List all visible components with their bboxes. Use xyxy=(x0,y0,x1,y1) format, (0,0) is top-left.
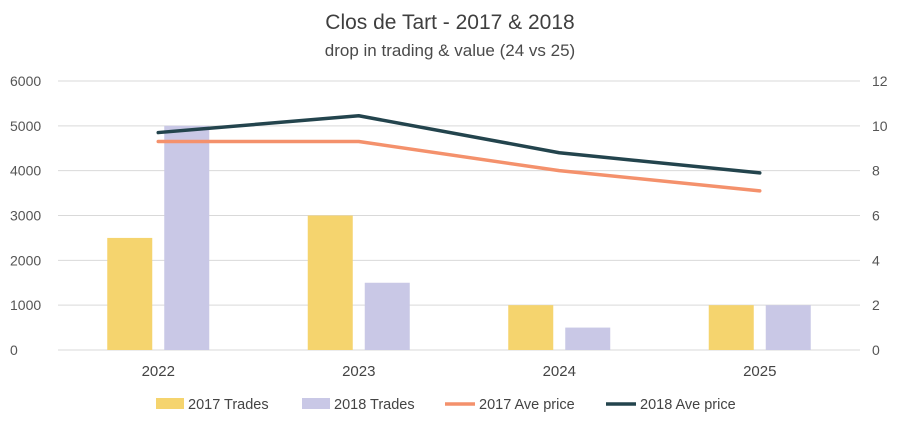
bar xyxy=(164,125,210,350)
y-tick-label: 0 xyxy=(10,342,18,358)
y2-tick-label: 12 xyxy=(872,73,888,89)
lines xyxy=(156,113,762,193)
legend-label: 2017 Trades xyxy=(188,397,269,413)
y2-tick-label: 0 xyxy=(872,342,880,358)
bar xyxy=(565,327,611,350)
legend-label: 2017 Ave price xyxy=(479,397,575,413)
y-tick-label: 2000 xyxy=(10,252,41,268)
x-axis: 2022 2023 2024 2025 xyxy=(142,363,777,380)
y2-tick-label: 4 xyxy=(872,252,880,268)
series-line xyxy=(156,113,762,175)
x-tick-label: 2024 xyxy=(543,363,576,380)
legend-swatch xyxy=(302,398,330,409)
bar xyxy=(307,215,353,350)
x-tick-label: 2022 xyxy=(142,363,175,380)
y-tick-label: 5000 xyxy=(10,118,41,134)
y2-tick-label: 8 xyxy=(872,163,880,179)
bar xyxy=(708,305,754,350)
chart-subtitle: drop in trading & value (24 vs 25) xyxy=(325,41,575,60)
y2-tick-label: 10 xyxy=(872,118,888,134)
x-tick-label: 2023 xyxy=(342,363,375,380)
chart-title: Clos de Tart - 2017 & 2018 xyxy=(325,11,574,34)
bar xyxy=(765,305,811,350)
bar xyxy=(107,237,153,350)
legend: 2017 Trades 2018 Trades 2017 Ave price 2018… xyxy=(156,397,736,413)
y2-tick-label: 6 xyxy=(872,208,880,224)
legend-swatch xyxy=(156,398,184,409)
y-axis-right: 0 2 4 6 8 10 12 xyxy=(872,73,888,358)
legend-label: 2018 Ave price xyxy=(640,397,736,413)
series-line xyxy=(156,139,762,193)
bar xyxy=(364,282,410,350)
y-axis-left: 0 1000 2000 3000 4000 5000 6000 xyxy=(10,73,41,358)
x-tick-label: 2025 xyxy=(743,363,776,380)
y-tick-label: 6000 xyxy=(10,73,41,89)
y2-tick-label: 2 xyxy=(872,297,880,313)
y-tick-label: 3000 xyxy=(10,208,41,224)
y-tick-label: 4000 xyxy=(10,163,41,179)
bars xyxy=(107,125,811,350)
y-tick-label: 1000 xyxy=(10,297,41,313)
bar xyxy=(508,305,554,350)
legend-label: 2018 Trades xyxy=(334,397,415,413)
